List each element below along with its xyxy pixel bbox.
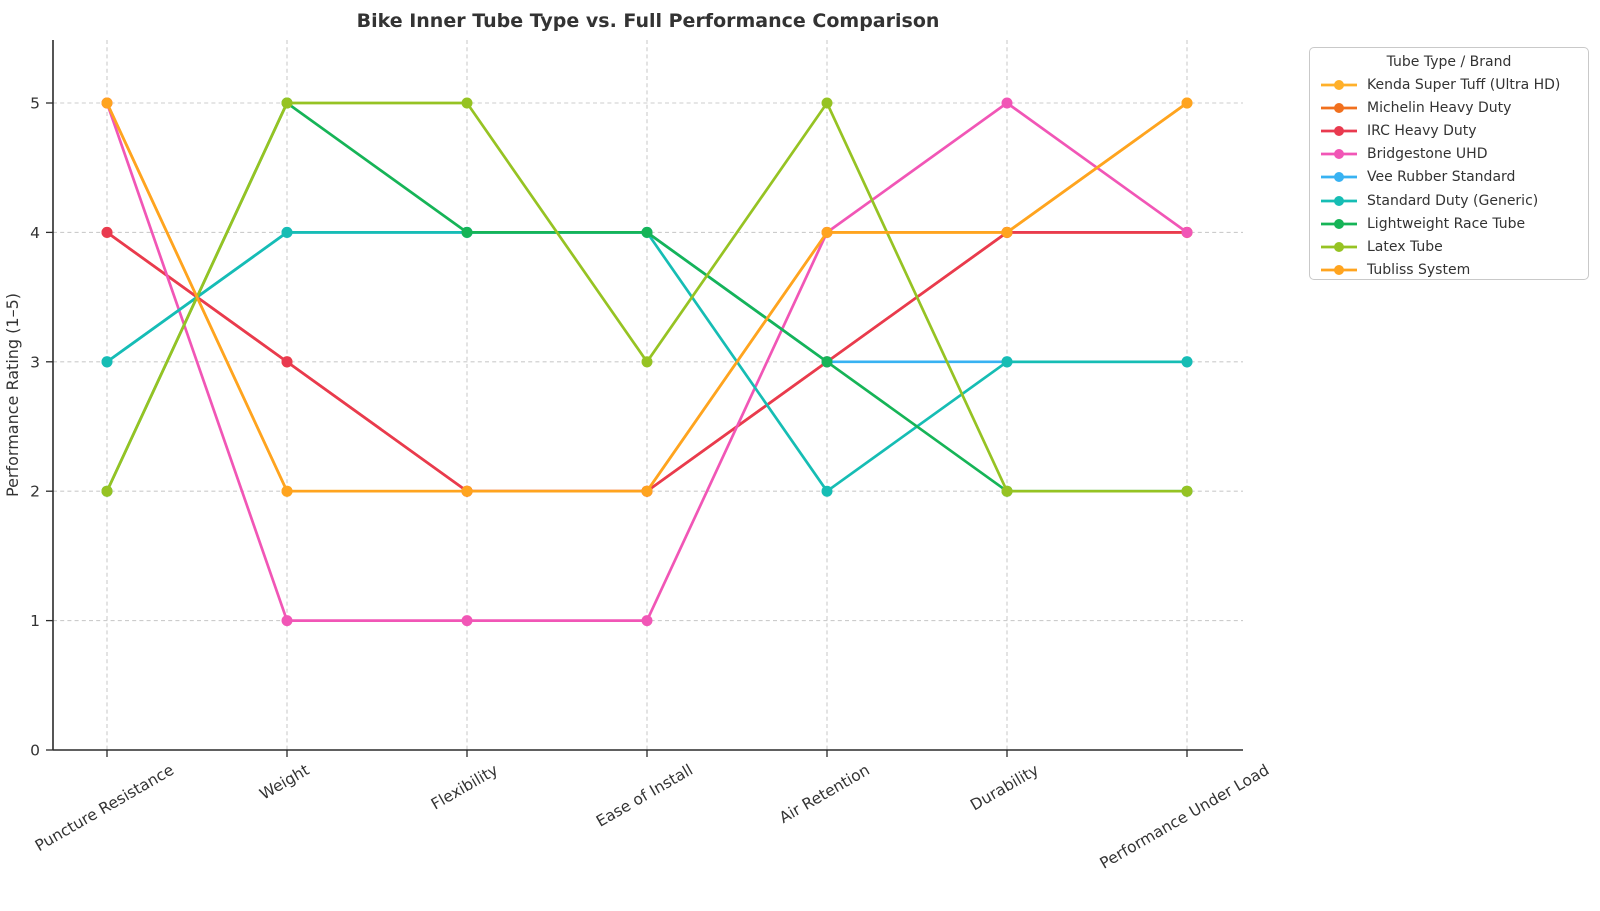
y-tick-label-3: 3 [30,353,40,371]
series-marker-standard-duty-generic-puncture-resistance [101,356,113,368]
legend: Tube Type / Brand Kenda Super Tuff (Ultr… [1309,47,1589,280]
legend-title: Tube Type / Brand [1386,54,1512,70]
legend-swatch-bridgestone-uhd-icon [1321,149,1357,160]
series-marker-irc-heavy-duty-weight [281,356,293,368]
x-tick-label-puncture-resistance: Puncture Resistance [32,761,177,855]
legend-swatch-michelin-heavy-duty-icon [1321,102,1357,113]
series-marker-standard-duty-generic-air-retention [821,485,833,497]
series-marker-standard-duty-generic-performance-under-load [1181,356,1193,368]
series-marker-lightweight-race-tube-air-retention [821,356,833,368]
series-marker-tubliss-system-ease-of-install [641,485,653,497]
chart-title: Bike Inner Tube Type vs. Full Performanc… [357,10,940,32]
legend-swatch-vee-rubber-standard-icon [1321,172,1357,183]
series-marker-tubliss-system-flexibility [461,485,473,497]
y-tick-label-2: 2 [30,483,40,501]
series-marker-tubliss-system-weight [281,485,293,497]
legend-item-michelin-heavy-duty: Michelin Heavy Duty [1310,96,1588,119]
y-axis-label: Performance Rating (1–5) [3,293,22,497]
legend-item-standard-duty-generic: Standard Duty (Generic) [1310,189,1588,212]
series-marker-bridgestone-uhd-flexibility [461,615,473,627]
legend-label: Standard Duty (Generic) [1367,192,1539,209]
y-tick-label-0: 0 [30,742,40,760]
legend-swatch-standard-duty-generic-icon [1321,195,1357,206]
series-line-kenda-super-tuff-ultra-hd [105,101,1188,493]
x-tick-label-weight: Weight [257,761,313,804]
legend-swatch-tubliss-system-icon [1321,265,1357,276]
legend-item-tubliss-system: Tubliss System [1310,259,1588,282]
series-marker-tubliss-system-performance-under-load [1181,97,1193,109]
series-line-tubliss-system [105,101,1188,493]
legend-label: Michelin Heavy Duty [1367,99,1512,116]
legend-swatch-irc-heavy-duty-icon [1321,125,1357,136]
series-marker-bridgestone-uhd-durability [1001,97,1013,109]
series-marker-irc-heavy-duty-puncture-resistance [101,226,113,238]
series-line-latex-tube [105,101,1187,493]
series-marker-standard-duty-generic-durability [1001,356,1013,368]
legend-swatch-lightweight-race-tube-icon [1321,218,1357,229]
legend-item-latex-tube: Latex Tube [1310,235,1588,258]
legend-item-lightweight-race-tube: Lightweight Race Tube [1310,212,1588,235]
x-tick-label-durability: Durability [967,761,1042,814]
x-tick-label-performance-under-load: Performance Under Load [1097,761,1272,873]
legend-label: IRC Heavy Duty [1367,122,1477,139]
series-marker-tubliss-system-durability [1001,226,1013,238]
legend-swatch-latex-tube-icon [1321,241,1357,252]
series-marker-latex-tube-ease-of-install [641,356,653,368]
legend-label: Tubliss System [1367,262,1471,279]
legend-swatch-kenda-super-tuff-ultra-hd-icon [1321,79,1357,90]
legend-item-kenda-super-tuff-ultra-hd: Kenda Super Tuff (Ultra HD) [1310,73,1588,96]
series-layer [101,97,1193,627]
legend-label: Latex Tube [1367,238,1443,255]
x-tick-label-flexibility: Flexibility [428,761,501,814]
legend-label: Bridgestone UHD [1367,146,1488,163]
series-marker-lightweight-race-tube-ease-of-install [641,226,653,238]
series-marker-bridgestone-uhd-performance-under-load [1181,226,1193,238]
legend-label: Kenda Super Tuff (Ultra HD) [1367,76,1561,93]
series-marker-tubliss-system-air-retention [821,226,833,238]
series-marker-latex-tube-performance-under-load [1181,485,1193,497]
series-marker-latex-tube-flexibility [461,97,473,109]
series-marker-bridgestone-uhd-ease-of-install [641,615,653,627]
y-tick-label-5: 5 [30,95,40,113]
y-tick-label-1: 1 [30,612,40,630]
legend-items: Kenda Super Tuff (Ultra HD) Michelin Heav… [1310,73,1588,282]
legend-label: Vee Rubber Standard [1367,169,1516,186]
legend-item-irc-heavy-duty: IRC Heavy Duty [1310,119,1588,142]
series-marker-latex-tube-air-retention [821,97,833,109]
legend-item-vee-rubber-standard: Vee Rubber Standard [1310,166,1588,189]
grid-layer [53,40,1243,750]
series-marker-tubliss-system-puncture-resistance [101,97,113,109]
series-marker-latex-tube-puncture-resistance [101,485,113,497]
legend-label: Lightweight Race Tube [1367,215,1526,232]
axes-layer: 0 1 2 3 4 5 Puncture Resistance Weight Flexibili… [30,40,1272,873]
y-tick-label-4: 4 [30,224,40,242]
series-marker-latex-tube-durability [1001,485,1013,497]
series-marker-latex-tube-weight [281,97,293,109]
series-marker-bridgestone-uhd-weight [281,615,293,627]
series-marker-lightweight-race-tube-flexibility [461,226,473,238]
x-tick-label-air-retention: Air Retention [776,761,872,827]
x-tick-label-ease-of-install: Ease of Install [593,761,696,831]
series-line-lightweight-race-tube [105,101,1187,493]
legend-item-bridgestone-uhd: Bridgestone UHD [1310,143,1588,166]
series-marker-standard-duty-generic-weight [281,226,293,238]
